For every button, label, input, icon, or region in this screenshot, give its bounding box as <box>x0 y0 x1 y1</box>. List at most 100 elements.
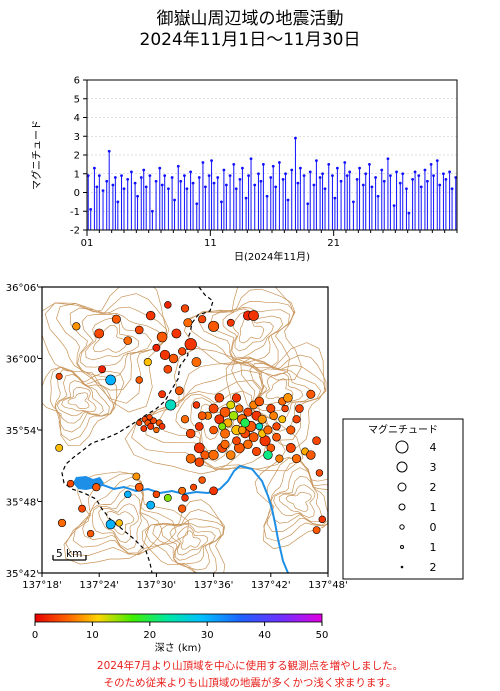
epicenter-circle <box>92 483 101 492</box>
magnitude-point <box>195 202 199 206</box>
contour-line <box>56 303 168 391</box>
contour-line <box>55 374 110 424</box>
epicenter-circle <box>124 490 132 499</box>
contour-line <box>175 390 253 462</box>
epicenter-circle <box>252 446 262 456</box>
stem-ytick-label: 5 <box>74 94 80 105</box>
epicenter-circle <box>98 365 106 374</box>
epicenter-circle <box>134 325 144 335</box>
epicenter-circle <box>248 310 259 321</box>
magnitude-point <box>163 174 167 178</box>
magnitude-point <box>417 174 421 178</box>
magnitude-point <box>244 196 248 200</box>
epicenter-circle <box>57 518 67 528</box>
magnitude-point <box>339 179 343 183</box>
epicenter-circle <box>178 347 187 356</box>
magnitude-point <box>216 176 220 179</box>
epicenter-circle <box>105 519 116 530</box>
epicenter-circle <box>306 389 316 399</box>
epicenter-circle <box>209 425 218 435</box>
epicenter-circle <box>191 357 202 367</box>
epicenter-circle <box>183 318 193 328</box>
contour-line <box>44 293 170 404</box>
magnitude-point <box>321 172 324 176</box>
legend-label: 3 <box>430 461 437 474</box>
epicenter-circle <box>135 376 143 384</box>
contour-line <box>79 313 153 368</box>
magnitude-point <box>249 157 253 161</box>
magnitude-point <box>179 179 183 183</box>
legend-label: 1 <box>430 501 437 514</box>
magnitude-point <box>348 170 352 174</box>
magnitude-point <box>281 177 285 181</box>
chart-title-line2: 2024年11月1日〜11月30日 <box>139 30 361 50</box>
stem-ylabel: マグニチュード <box>30 120 43 190</box>
legend-circle <box>397 482 407 492</box>
epicenter-circle <box>248 432 259 443</box>
contour-line <box>278 484 316 518</box>
contour-line <box>42 366 125 447</box>
epicenter-map: 137°18' 137°24' 137°30' 137°36' 137°42' 137°4… <box>6 283 464 654</box>
magnitude-legend: マグニチュード 4 3 2 1 0 1 2 <box>342 418 464 580</box>
stem-ytick-label: 3 <box>74 132 80 143</box>
epicenter-circle <box>198 476 206 484</box>
magnitude-point <box>296 181 300 185</box>
magnitude-point <box>224 183 228 187</box>
epicenter-circle <box>178 504 187 513</box>
epicenter-circle <box>158 423 166 430</box>
magnitude-point <box>271 164 275 168</box>
magnitude-point <box>376 194 380 198</box>
magnitude-point <box>113 176 117 179</box>
depth-colorbar: 0 10 20 30 40 50 深さ (km) <box>32 613 329 654</box>
contour-line <box>61 387 97 413</box>
magnitude-point <box>450 187 454 191</box>
contour-line <box>231 354 327 441</box>
epicenter-circle <box>272 432 281 442</box>
contour-line <box>273 476 323 523</box>
magnitude-point <box>335 166 339 170</box>
magnitude-point <box>189 170 193 174</box>
epicenter-circle <box>158 390 167 399</box>
epicenter-circle <box>134 482 144 492</box>
magnitude-point <box>274 185 278 189</box>
stem-xtick-label: 21 <box>327 238 340 249</box>
magnitude-point <box>358 166 361 170</box>
epicenter-circle <box>140 425 148 432</box>
map-xtick-label: 137°48' <box>308 580 348 591</box>
epicenter-circle <box>180 415 190 424</box>
contour-line <box>42 287 167 413</box>
legend-circle <box>395 440 409 454</box>
epicenter-circle <box>281 404 289 413</box>
magnitude-point <box>212 181 216 185</box>
magnitude-point <box>333 196 337 200</box>
magnitude-point <box>105 179 109 183</box>
magnitude-point <box>269 176 273 179</box>
magnitude-point <box>306 202 310 206</box>
magnitude-point <box>294 136 297 140</box>
epicenter-circle <box>115 519 123 527</box>
contour-line <box>254 368 313 411</box>
epicenter-circle <box>164 301 172 309</box>
contour-line <box>50 366 118 441</box>
colorbar-tick-label: 50 <box>316 630 329 641</box>
magnitude-point <box>444 177 448 181</box>
contour-line <box>169 523 216 561</box>
epicenter-circle <box>208 403 219 414</box>
magnitude-point <box>411 177 414 181</box>
epicenter-circle <box>55 372 63 380</box>
contour-line <box>180 530 201 550</box>
legend-label: 0 <box>430 521 437 534</box>
epicenter-circle <box>226 400 236 410</box>
legend-circle <box>396 461 408 473</box>
magnitude-point <box>374 176 377 179</box>
legend-circle <box>400 565 404 569</box>
contour-line <box>161 522 222 565</box>
epicenter-circle <box>240 418 250 428</box>
epicenter-circle <box>132 472 141 481</box>
epicenter-circle <box>163 494 172 502</box>
map-xtick-label: 137°24' <box>79 580 119 591</box>
epicenter-circle <box>275 454 284 463</box>
magnitude-point <box>93 166 96 170</box>
contour-line <box>238 317 264 344</box>
epicenter-circle <box>147 422 155 430</box>
